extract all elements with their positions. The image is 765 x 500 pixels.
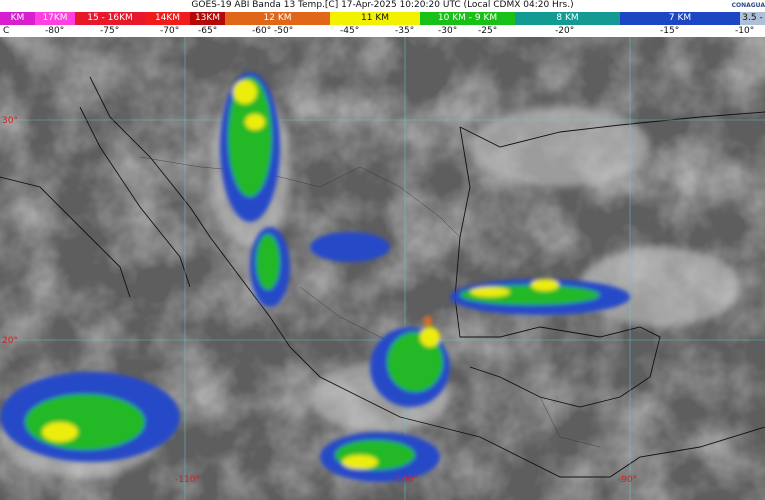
temperature-label: -80° <box>45 26 65 36</box>
height-segment: 7 KM <box>620 12 740 25</box>
temperature-label: -20° <box>555 26 575 36</box>
height-segment: 15 - 16KM <box>75 12 145 25</box>
temperature-label: -70° <box>160 26 180 36</box>
height-segment: 3.5 - <box>740 12 765 25</box>
height-segment: KM <box>0 12 35 25</box>
coastlines <box>0 76 765 478</box>
temperature-label: C <box>3 26 10 36</box>
longitude-label: -110° <box>175 475 200 485</box>
temperature-label: -45° <box>340 26 360 36</box>
temperature-scale: C -80° -75° -70° -65° -60° -50° -45° -35° -30° -2… <box>0 25 765 37</box>
height-segment: 13KM <box>190 12 225 25</box>
height-scale: KM 17KM 15 - 16KM 14KM 13KM 12 KM 11 KM 10 KM -… <box>0 12 765 25</box>
temperature-label: -30° <box>438 26 458 36</box>
title: GOES-19 ABI Banda 13 Temp.[C] 17-Apr-202… <box>0 0 765 12</box>
temperature-label: -60° -50° <box>252 26 294 36</box>
longitude-label: -100° <box>393 475 418 485</box>
longitude-label: -90° <box>618 475 637 485</box>
latitude-label: 30° <box>2 116 18 126</box>
height-segment: 17KM <box>35 12 75 25</box>
height-segment: 10 KM - 9 KM <box>420 12 515 25</box>
latitude-label: 20° <box>2 336 18 346</box>
convective-clouds <box>0 72 630 482</box>
temperature-label: -65° <box>198 26 218 36</box>
temperature-label: -35° <box>395 26 415 36</box>
coordinate-labels: 30° 20° -110° -100° -90° <box>2 116 637 485</box>
height-segment: 8 KM <box>515 12 620 25</box>
satellite-map: 30° 20° -110° -100° -90° <box>0 37 765 500</box>
height-segment: 14KM <box>145 12 190 25</box>
temperature-label: -15° <box>660 26 680 36</box>
temperature-label: -25° <box>478 26 498 36</box>
height-segment: 12 KM <box>225 12 330 25</box>
temperature-label: -75° <box>100 26 120 36</box>
height-segment: 11 KM <box>330 12 420 25</box>
logo: CONAGUA <box>731 2 765 9</box>
temperature-label: -10° <box>735 26 755 36</box>
